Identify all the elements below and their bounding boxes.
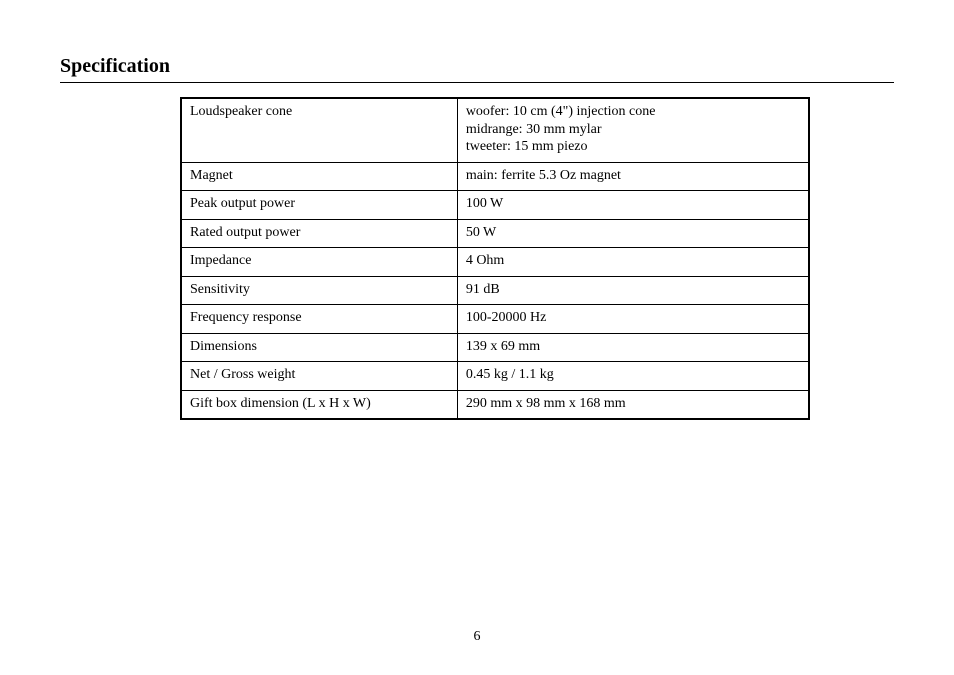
table-row: Loudspeaker conewoofer: 10 cm (4") injec… [181,98,809,162]
spec-label: Rated output power [181,219,457,248]
page-title: Specification [60,55,894,78]
page-number: 6 [0,629,954,645]
table-row: Gift box dimension (L x H x W) 290 mm x 9… [181,390,809,419]
spec-value-line: 0.45 kg / 1.1 kg [466,366,800,384]
spec-value-line: 100 W [466,195,800,213]
spec-table: Loudspeaker conewoofer: 10 cm (4") injec… [180,97,810,420]
spec-value-line: tweeter: 15 mm piezo [466,138,800,156]
spec-value-line: midrange: 30 mm mylar [466,121,800,139]
spec-table-body: Loudspeaker conewoofer: 10 cm (4") injec… [181,98,809,419]
page: Specification Loudspeaker conewoofer: 10… [0,0,954,675]
spec-label: Magnet [181,162,457,191]
spec-value: main: ferrite 5.3 Oz magnet [457,162,809,191]
spec-value: woofer: 10 cm (4") injection conemidrang… [457,98,809,162]
spec-label: Peak output power [181,191,457,220]
spec-value-line: 4 Ohm [466,252,800,270]
table-row: Peak output power 100 W [181,191,809,220]
spec-label: Loudspeaker cone [181,98,457,162]
spec-value-line: main: ferrite 5.3 Oz magnet [466,167,800,185]
spec-value-line: 91 dB [466,281,800,299]
spec-value-line: 100-20000 Hz [466,309,800,327]
spec-value: 0.45 kg / 1.1 kg [457,362,809,391]
spec-value: 50 W [457,219,809,248]
spec-label: Sensitivity [181,276,457,305]
table-row: Sensitivity 91 dB [181,276,809,305]
spec-label: Dimensions [181,333,457,362]
spec-value: 290 mm x 98 mm x 168 mm [457,390,809,419]
table-row: Magnet main: ferrite 5.3 Oz magnet [181,162,809,191]
spec-label: Gift box dimension (L x H x W) [181,390,457,419]
title-rule [60,82,894,83]
spec-label: Net / Gross weight [181,362,457,391]
spec-table-wrap: Loudspeaker conewoofer: 10 cm (4") injec… [180,97,810,420]
spec-label: Frequency response [181,305,457,334]
spec-value: 100 W [457,191,809,220]
table-row: Impedance 4 Ohm [181,248,809,277]
spec-value-line: 139 x 69 mm [466,338,800,356]
table-row: Dimensions 139 x 69 mm [181,333,809,362]
table-row: Net / Gross weight 0.45 kg / 1.1 kg [181,362,809,391]
spec-value: 100-20000 Hz [457,305,809,334]
spec-value: 4 Ohm [457,248,809,277]
spec-value-line: 290 mm x 98 mm x 168 mm [466,395,800,413]
spec-value-line: woofer: 10 cm (4") injection cone [466,103,800,121]
table-row: Frequency response 100-20000 Hz [181,305,809,334]
spec-value: 91 dB [457,276,809,305]
spec-value-line: 50 W [466,224,800,242]
spec-label: Impedance [181,248,457,277]
table-row: Rated output power 50 W [181,219,809,248]
spec-value: 139 x 69 mm [457,333,809,362]
